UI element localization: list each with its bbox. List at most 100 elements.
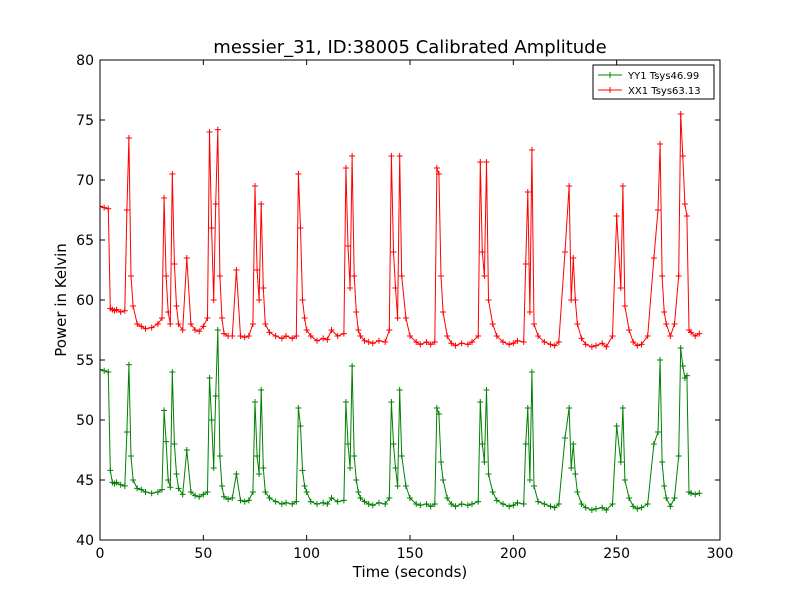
data-point <box>345 243 351 249</box>
data-point <box>179 491 186 498</box>
data-point <box>314 337 320 344</box>
data-point <box>163 273 170 279</box>
data-point <box>396 153 403 159</box>
data-point <box>603 343 610 350</box>
data-point <box>522 441 529 447</box>
data-point <box>101 367 108 374</box>
data-point <box>469 339 475 345</box>
data-point <box>394 483 401 489</box>
data-point <box>148 324 155 331</box>
data-point <box>328 327 335 333</box>
data-point <box>278 501 285 507</box>
data-point <box>148 490 155 497</box>
data-point <box>621 477 628 483</box>
data-point <box>159 315 165 321</box>
data-point <box>349 153 356 159</box>
data-point <box>578 335 585 342</box>
data-point <box>475 333 482 339</box>
data-point <box>340 497 347 504</box>
data-point <box>123 207 130 213</box>
data-point <box>626 327 633 333</box>
data-point <box>314 501 320 507</box>
data-point <box>154 489 161 495</box>
data-point <box>388 399 395 405</box>
data-point <box>661 309 668 315</box>
data-point <box>142 489 149 495</box>
data-point <box>175 321 182 327</box>
data-point <box>438 273 444 279</box>
data-point <box>683 372 690 379</box>
data-point <box>655 429 661 435</box>
data-point <box>256 471 263 477</box>
data-point <box>289 335 296 342</box>
data-point <box>214 126 221 133</box>
data-point <box>531 483 537 489</box>
data-point <box>295 405 302 411</box>
data-point <box>320 335 327 342</box>
data-point <box>351 453 358 459</box>
data-point <box>526 309 533 315</box>
data-point <box>489 489 496 495</box>
data-point <box>413 501 420 507</box>
data-point <box>229 495 236 501</box>
data-point <box>655 207 661 213</box>
data-point <box>221 493 227 500</box>
data-point <box>427 503 434 510</box>
data-point <box>469 501 475 507</box>
data-point <box>392 465 399 471</box>
data-point <box>679 363 686 369</box>
data-point <box>541 501 548 507</box>
data-point <box>154 321 161 327</box>
data-point <box>355 327 362 333</box>
data-point <box>413 339 420 345</box>
data-point <box>324 501 331 507</box>
data-point <box>334 333 341 339</box>
data-point <box>398 273 405 279</box>
data-point <box>289 501 296 507</box>
data-point <box>196 493 203 500</box>
data-point <box>382 339 389 345</box>
data-point <box>221 330 227 337</box>
data-point <box>303 327 310 333</box>
data-point <box>489 321 496 327</box>
data-point <box>479 441 486 447</box>
data-point <box>130 477 137 483</box>
data-point <box>407 333 413 339</box>
legend-box <box>592 64 715 100</box>
data-point <box>599 504 606 511</box>
series-yy1 <box>100 327 703 513</box>
data-point <box>696 490 703 497</box>
data-point <box>252 399 258 405</box>
data-point <box>659 273 666 279</box>
data-point <box>123 429 130 435</box>
data-point <box>206 129 213 135</box>
data-point <box>528 147 535 153</box>
data-point <box>396 387 403 393</box>
data-point <box>458 340 465 347</box>
data-point <box>355 489 362 495</box>
data-point <box>342 399 349 405</box>
data-point <box>427 341 434 348</box>
data-point <box>394 315 401 321</box>
data-point <box>262 321 269 327</box>
legend-marker <box>607 87 613 93</box>
data-point <box>526 477 533 483</box>
data-point <box>593 505 599 512</box>
x-tick-label: 300 <box>707 546 734 562</box>
data-point <box>477 159 484 165</box>
data-point <box>481 273 488 279</box>
data-point <box>212 393 219 399</box>
data-point <box>609 333 616 339</box>
data-point <box>241 334 248 341</box>
data-point <box>593 342 599 349</box>
data-point <box>479 249 486 255</box>
data-point <box>192 327 199 333</box>
x-axis-label: Time (seconds) <box>352 563 468 581</box>
data-point <box>272 333 279 339</box>
data-point <box>407 495 413 501</box>
data-point <box>547 341 554 348</box>
data-point <box>483 387 490 393</box>
x-axis: 0 50 100 150 200 250 300 <box>96 60 734 562</box>
data-point <box>452 342 459 349</box>
data-point <box>100 203 103 210</box>
